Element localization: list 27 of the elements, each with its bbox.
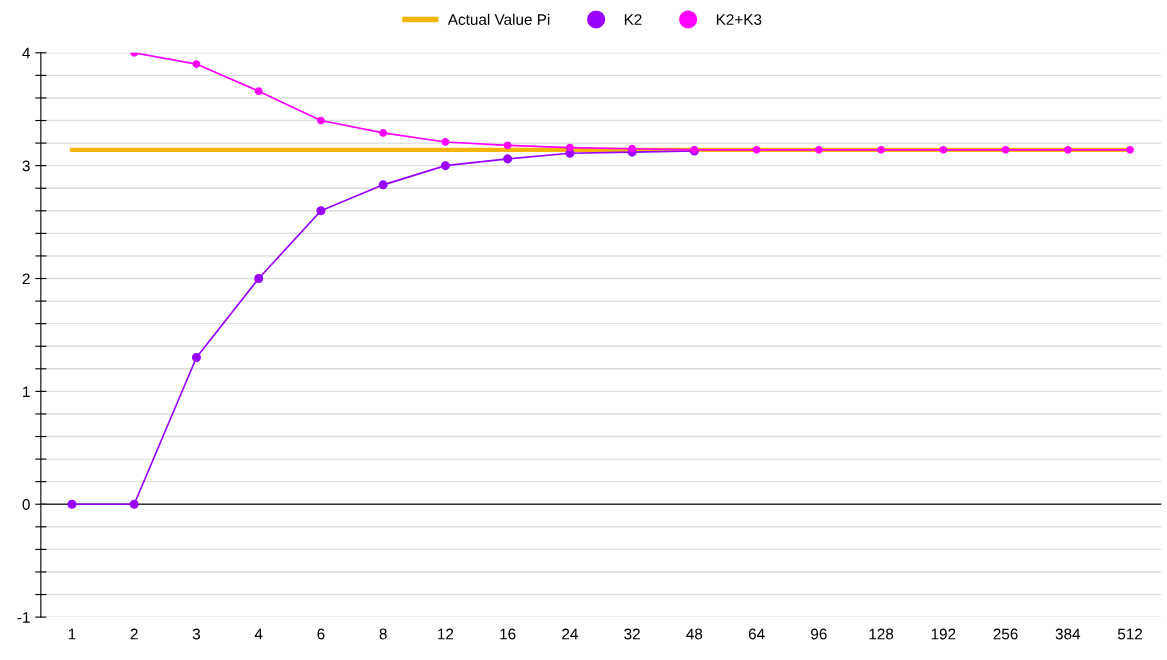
y-tick-label: 4 bbox=[22, 47, 30, 59]
legend-label: K2 bbox=[624, 14, 642, 25]
x-tick-label: 24 bbox=[562, 628, 578, 640]
legend-label: Actual Value Pi bbox=[447, 13, 550, 25]
x-tick-label: 1 bbox=[68, 628, 76, 640]
y-tick-label: 1 bbox=[23, 386, 30, 397]
x-tick-label: 192 bbox=[931, 628, 956, 640]
x-tick-label: 384 bbox=[1055, 628, 1081, 640]
x-tick-label: 3 bbox=[192, 628, 201, 640]
x-tick-label: 6 bbox=[317, 628, 325, 640]
y-tick-label: 2 bbox=[22, 273, 30, 285]
y-tick-label: 0 bbox=[22, 499, 30, 510]
x-tick-label: 12 bbox=[438, 628, 454, 640]
x-tick-label: 8 bbox=[379, 628, 387, 640]
x-tick-label: 16 bbox=[500, 628, 516, 640]
y-tick-label: 3 bbox=[22, 160, 30, 172]
x-tick-label: 512 bbox=[1117, 628, 1143, 640]
y-tick-label: -1 bbox=[17, 612, 30, 623]
x-tick-label: 64 bbox=[748, 628, 765, 640]
x-tick-label: 32 bbox=[624, 628, 640, 640]
x-tick-label: 96 bbox=[811, 628, 827, 640]
x-tick-label: 128 bbox=[869, 628, 894, 640]
x-tick-label: 4 bbox=[254, 628, 263, 640]
legend-label: K2+K3 bbox=[716, 14, 762, 25]
x-tick-label: 256 bbox=[993, 628, 1018, 640]
x-tick-label: 48 bbox=[686, 628, 703, 640]
x-tick-label: 2 bbox=[130, 628, 138, 640]
